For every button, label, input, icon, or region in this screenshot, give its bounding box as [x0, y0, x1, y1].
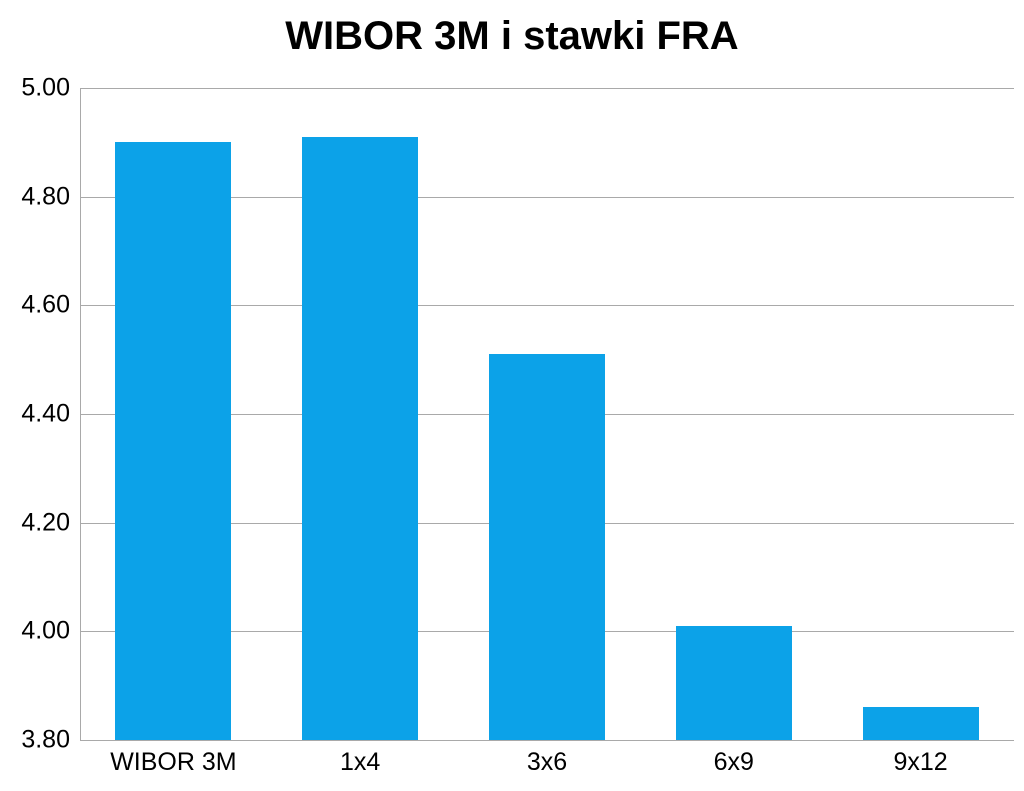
bar — [863, 707, 979, 740]
y-tick-label: 3.80 — [21, 726, 80, 755]
y-tick-label: 4.60 — [21, 291, 80, 320]
y-tick-label: 4.00 — [21, 617, 80, 646]
bar — [115, 142, 231, 740]
chart-container: WIBOR 3M i stawki FRA 3.804.004.204.404.… — [0, 0, 1024, 791]
chart-title: WIBOR 3M i stawki FRA — [0, 14, 1024, 59]
y-tick-label: 4.80 — [21, 182, 80, 211]
x-tick-label: 3x6 — [527, 740, 567, 777]
gridline — [80, 88, 1014, 89]
x-tick-label: WIBOR 3M — [110, 740, 236, 777]
plot-area: 3.804.004.204.404.604.805.00WIBOR 3M1x43… — [80, 88, 1014, 740]
y-tick-label: 4.40 — [21, 400, 80, 429]
x-tick-label: 6x9 — [714, 740, 754, 777]
y-tick-label: 5.00 — [21, 74, 80, 103]
x-tick-label: 9x12 — [893, 740, 947, 777]
bar — [302, 137, 418, 740]
bar — [676, 626, 792, 740]
bar — [489, 354, 605, 740]
y-tick-label: 4.20 — [21, 508, 80, 537]
x-tick-label: 1x4 — [340, 740, 380, 777]
